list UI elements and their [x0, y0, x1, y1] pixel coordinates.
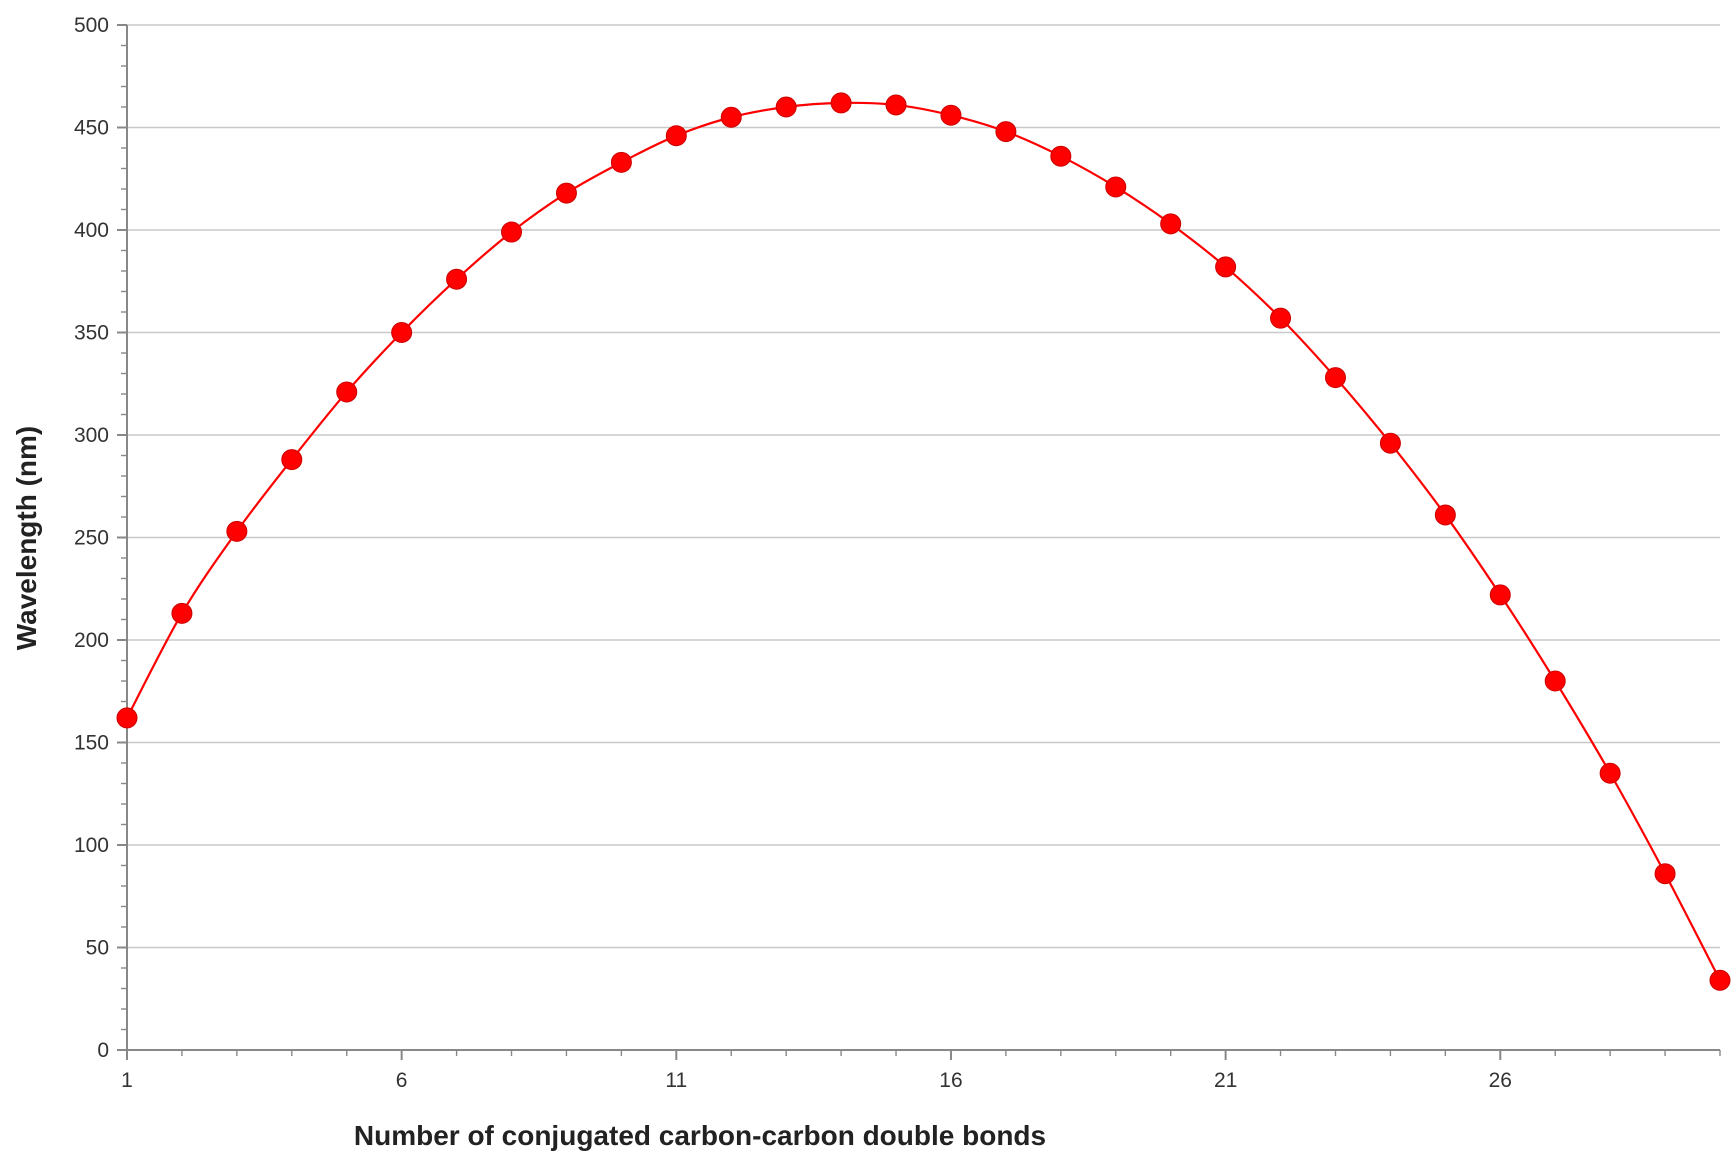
data-point — [391, 322, 413, 343]
x-tick-label: 6 — [396, 1069, 408, 1092]
data-point — [885, 94, 907, 116]
y-tick-label: 100 — [74, 834, 109, 857]
data-point — [1105, 176, 1127, 198]
data-point — [281, 449, 303, 471]
data-point — [1489, 584, 1511, 606]
x-tick-label: 11 — [665, 1069, 687, 1092]
data-point — [610, 151, 632, 173]
series-line — [126, 101, 1721, 981]
y-tick-label: 200 — [74, 629, 109, 652]
data-point — [171, 602, 193, 624]
data-point — [1324, 367, 1346, 389]
data-point — [1709, 969, 1731, 991]
data-point — [1160, 213, 1182, 235]
data-point — [116, 707, 138, 729]
y-tick-label: 300 — [74, 424, 109, 447]
data-point — [1654, 863, 1676, 885]
data-point — [1379, 432, 1401, 454]
y-tick-label: 500 — [74, 14, 109, 37]
data-point — [1544, 670, 1566, 692]
y-tick-label: 50 — [86, 937, 109, 960]
data-point — [1270, 307, 1292, 329]
x-tick-label: 21 — [1214, 1069, 1237, 1092]
y-tick-label: 0 — [97, 1039, 109, 1062]
series — [116, 92, 1731, 991]
data-point — [226, 520, 248, 542]
y-tick-label: 150 — [74, 732, 109, 755]
y-tick-label: 450 — [74, 117, 109, 140]
data-point — [775, 96, 797, 118]
gridlines — [127, 24, 1720, 949]
data-point — [555, 182, 577, 204]
data-point — [1050, 145, 1072, 167]
y-tick-label: 400 — [74, 219, 109, 242]
data-point — [995, 121, 1017, 143]
x-tick-label: 16 — [939, 1069, 962, 1092]
data-point — [1599, 762, 1621, 784]
data-point — [830, 92, 852, 114]
data-point — [665, 125, 687, 147]
x-axis-title: Number of conjugated carbon-carbon doubl… — [354, 1120, 1046, 1151]
data-point — [336, 381, 358, 403]
data-point — [1434, 504, 1456, 526]
data-point — [501, 221, 523, 243]
y-tick-label: 350 — [74, 322, 109, 345]
data-point — [1215, 256, 1237, 278]
x-tick-label: 1 — [121, 1069, 133, 1092]
data-point — [940, 104, 962, 126]
data-point — [720, 106, 742, 128]
y-axis-title: Wavelength (nm) — [11, 426, 42, 651]
y-tick-label: 250 — [74, 527, 109, 550]
data-point — [446, 268, 468, 290]
x-tick-label: 26 — [1489, 1069, 1512, 1092]
